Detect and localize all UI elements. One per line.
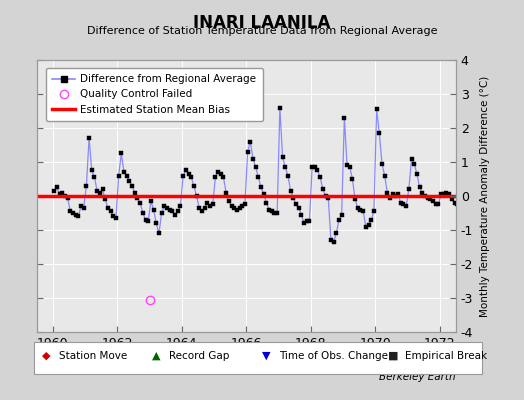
Text: INARI LAANILA: INARI LAANILA	[193, 14, 331, 32]
Text: Station Move: Station Move	[59, 351, 127, 361]
Text: ▲: ▲	[152, 351, 160, 361]
Text: ◆: ◆	[42, 351, 50, 361]
Text: Empirical Break: Empirical Break	[405, 351, 487, 361]
Text: ■: ■	[388, 351, 398, 361]
Y-axis label: Monthly Temperature Anomaly Difference (°C): Monthly Temperature Anomaly Difference (…	[480, 75, 490, 317]
Text: Difference of Station Temperature Data from Regional Average: Difference of Station Temperature Data f…	[87, 26, 437, 36]
Legend: Difference from Regional Average, Quality Control Failed, Estimated Station Mean: Difference from Regional Average, Qualit…	[46, 68, 263, 121]
Text: Time of Obs. Change: Time of Obs. Change	[279, 351, 388, 361]
Text: ▼: ▼	[262, 351, 270, 361]
Text: Berkeley Earth: Berkeley Earth	[379, 372, 456, 382]
Text: Record Gap: Record Gap	[169, 351, 229, 361]
